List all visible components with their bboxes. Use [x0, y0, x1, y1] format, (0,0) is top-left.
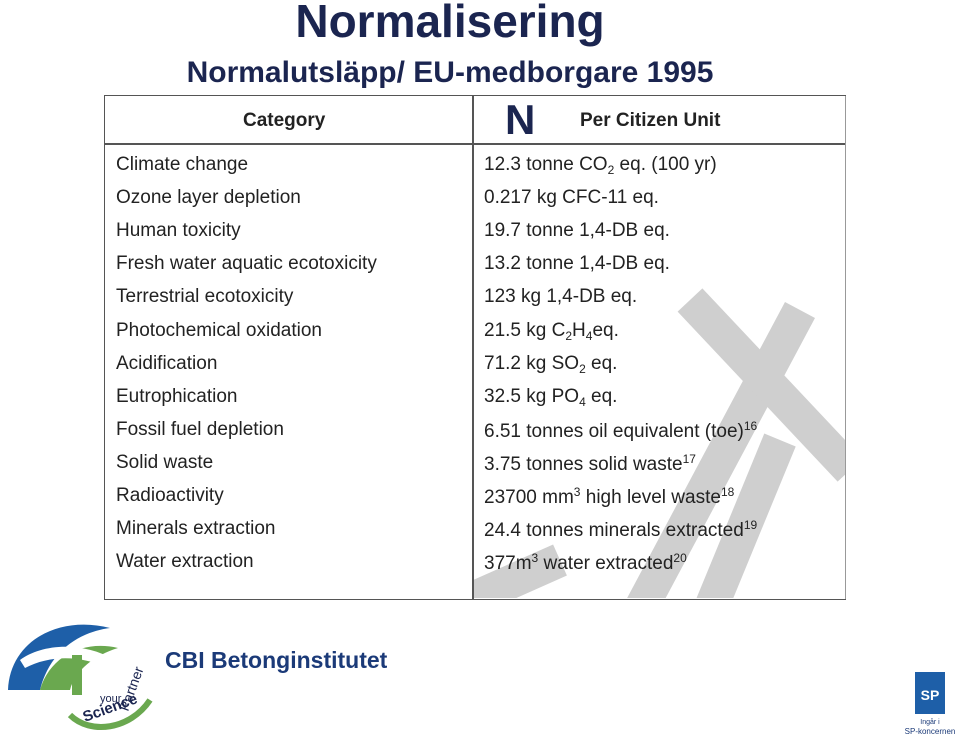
- unit-text: 24.4 tonnes minerals extracted: [484, 520, 744, 542]
- overlay-letter: N: [505, 96, 536, 143]
- unit-text: 23700 mm: [484, 487, 574, 508]
- unit-cell: 24.4 tonnes minerals extracted19: [484, 518, 757, 542]
- category-cell: Ozone layer depletion: [116, 187, 301, 209]
- unit-text: 19.7 tonne 1,4-DB eq.: [484, 220, 670, 242]
- unit-text: 12.3 tonne CO: [484, 154, 608, 175]
- unit-cell: 6.51 tonnes oil equivalent (toe)16: [484, 419, 757, 443]
- subscript: 4: [579, 394, 586, 409]
- category-cell: Photochemical oxidation: [116, 319, 322, 341]
- column-divider: [472, 96, 474, 599]
- category-cell: Eutrophication: [116, 385, 238, 407]
- unit-cell: 12.3 tonne CO2 eq. (100 yr): [484, 154, 717, 177]
- unit-text: eq.: [585, 352, 618, 374]
- unit-text: water extracted: [538, 553, 674, 575]
- superscript: 3: [573, 485, 581, 499]
- subscript: 2: [607, 163, 615, 177]
- superscript: 19: [743, 518, 758, 533]
- unit-text: 6.51 tonnes oil equivalent (toe): [484, 420, 744, 442]
- header-divider: [105, 143, 846, 145]
- header-cell: Category: [243, 110, 326, 131]
- category-cell: Water extraction: [116, 551, 254, 573]
- category-cell: Human toxicity: [116, 220, 241, 242]
- subscript: 2: [565, 328, 573, 343]
- unit-text: 123 kg 1,4-DB eq.: [484, 286, 638, 308]
- unit-text: eq.: [585, 385, 618, 407]
- header-cell: Per Citizen Unit: [580, 110, 721, 131]
- superscript: 18: [720, 485, 735, 499]
- unit-text: 71.2 kg SO: [484, 352, 580, 374]
- subscript: 4: [585, 328, 593, 343]
- unit-cell: 71.2 kg SO2 eq.: [484, 353, 617, 376]
- unit-cell: 21.5 kg C2H4eq.: [484, 320, 619, 343]
- unit-cell: 32.5 kg PO4 eq.: [484, 386, 617, 409]
- unit-cell: 19.7 tonne 1,4-DB eq.: [484, 220, 670, 242]
- category-cell: Terrestrial ecotoxicity: [116, 286, 294, 308]
- unit-text: 0.217 kg CFC-11 eq.: [484, 187, 659, 209]
- category-cell: Climate change: [116, 154, 249, 175]
- unit-text: 3.75 tonnes solid waste: [484, 453, 683, 475]
- superscript: 16: [743, 418, 758, 433]
- right-border: [845, 96, 846, 599]
- unit-text: 21.5 kg C: [484, 319, 566, 341]
- category-cell: Minerals extraction: [116, 518, 276, 540]
- category-cell: Fresh water aquatic ecotoxicity: [116, 253, 377, 275]
- superscript: 3: [531, 551, 539, 566]
- unit-cell: 3.75 tonnes solid waste17: [484, 452, 696, 476]
- unit-text: H: [572, 319, 586, 341]
- unit-cell: 13.2 tonne 1,4-DB eq.: [484, 253, 670, 275]
- subtitle: Normalutsläpp/ EU-medborgare 1995: [186, 56, 714, 89]
- superscript: 17: [682, 451, 696, 466]
- unit-cell: 123 kg 1,4-DB eq.: [484, 286, 637, 308]
- superscript: 20: [673, 551, 687, 566]
- table: Category Per Citizen Unit Climate change…: [104, 95, 846, 600]
- unit-cell: 0.217 kg CFC-11 eq.: [484, 187, 659, 209]
- category-cell: Radioactivity: [116, 485, 224, 506]
- unit-text: 13.2 tonne 1,4-DB eq.: [484, 253, 670, 275]
- title: Normalisering: [295, 0, 605, 47]
- watermark-shapes: [474, 288, 845, 598]
- category-cell: Acidification: [116, 352, 218, 374]
- unit-text: 377m: [484, 553, 532, 575]
- unit-cell: 377m3 water extracted20: [484, 551, 687, 575]
- category-cell: Solid waste: [116, 451, 214, 473]
- subscript: 2: [579, 361, 586, 376]
- unit-cell: 23700 mm3 high level waste18: [484, 485, 734, 509]
- category-cell: Fossil fuel depletion: [116, 418, 284, 440]
- unit-text: eq. (100 yr): [614, 154, 717, 175]
- unit-text: high level waste: [580, 487, 721, 508]
- unit-text: eq.: [592, 319, 619, 341]
- unit-text: 32.5 kg PO: [484, 385, 580, 407]
